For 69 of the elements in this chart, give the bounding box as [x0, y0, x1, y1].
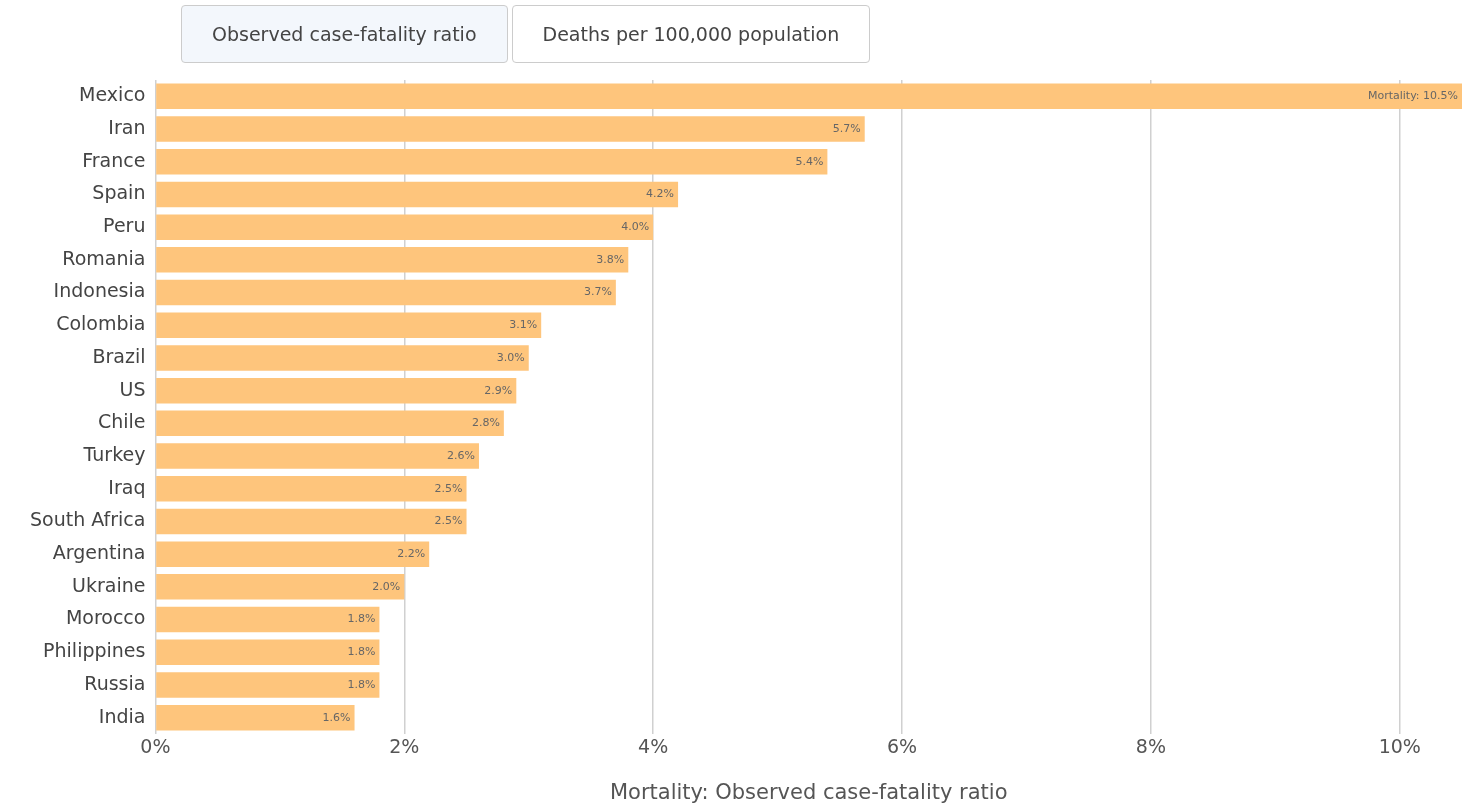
data-label: 3.8%	[596, 252, 625, 266]
bar	[156, 312, 542, 338]
data-label: 5.4%	[795, 154, 824, 168]
x-tick-label: 4%	[638, 735, 669, 758]
data-label: 2.8%	[471, 416, 500, 430]
bar	[156, 541, 430, 567]
bar	[156, 606, 380, 633]
bar	[156, 443, 479, 469]
y-tick-label: Brazil	[92, 344, 146, 367]
x-axis-title: Mortality: Observed case-fatality ratio	[609, 779, 1008, 804]
y-tick-label: Turkey	[82, 442, 146, 465]
data-label: 1.8%	[347, 677, 376, 691]
y-tick-label: India	[98, 704, 146, 727]
bar	[156, 247, 629, 273]
data-label: 2.9%	[484, 383, 513, 397]
y-tick-label: Iran	[108, 115, 146, 138]
y-tick-label: Indonesia	[53, 279, 146, 302]
bar	[156, 476, 467, 502]
y-tick-label: South Africa	[29, 508, 146, 531]
data-label: 4.2%	[646, 187, 675, 201]
bar	[156, 639, 380, 665]
y-tick-label: Chile	[97, 410, 146, 433]
data-label: 2.2%	[397, 547, 426, 561]
y-tick-label: Spain	[92, 181, 146, 204]
bar	[156, 672, 380, 698]
bar	[156, 345, 529, 371]
bar	[156, 279, 616, 306]
y-tick-label: Ukraine	[72, 573, 146, 596]
y-tick-label: France	[82, 148, 146, 171]
y-tick-label: Argentina	[52, 541, 146, 564]
y-tick-label: Iraq	[108, 475, 146, 498]
bar	[156, 116, 865, 142]
bar	[156, 574, 405, 600]
text: Observed case-fatality ratio	[181, 5, 508, 63]
y-tick-label: Morocco	[65, 606, 146, 629]
y-tick-label: Russia	[84, 671, 146, 694]
bar	[156, 181, 679, 208]
bar	[156, 508, 467, 535]
data-label: 3.0%	[496, 350, 525, 364]
y-tick-label: US	[119, 377, 146, 400]
y-tick-label: Philippines	[43, 639, 146, 662]
text: Deaths per 100,000 population	[511, 5, 871, 63]
data-label: 3.1%	[509, 318, 538, 332]
y-tick-label: Romania	[62, 246, 146, 269]
data-label: Mortality: 10.5%	[1367, 89, 1458, 103]
data-label: 2.5%	[434, 514, 463, 528]
x-tick-label: 2%	[389, 735, 420, 758]
data-label: 2.5%	[434, 481, 463, 495]
data-label: 2.6%	[447, 448, 475, 462]
bar	[156, 704, 355, 731]
bar	[156, 377, 517, 404]
data-label: 1.8%	[347, 645, 376, 659]
data-label: 5.7%	[832, 121, 861, 135]
y-tick-label: Peru	[103, 214, 146, 237]
data-label: 2.0%	[372, 579, 401, 593]
x-tick-label: 0%	[140, 735, 171, 758]
data-label: 3.7%	[583, 285, 612, 299]
y-tick-label: Colombia	[56, 312, 146, 335]
bar	[156, 410, 504, 437]
bar	[156, 214, 654, 240]
data-label: 1.8%	[347, 612, 376, 626]
x-tick-label: 10%	[1378, 735, 1421, 758]
data-label: 4.0%	[621, 220, 650, 234]
bar	[156, 83, 1462, 110]
data-label: 1.6%	[322, 710, 351, 724]
y-tick-label: Mexico	[79, 83, 146, 106]
x-tick-label: 6%	[886, 735, 918, 758]
x-tick-label: 8%	[1135, 735, 1166, 758]
bar	[156, 149, 828, 175]
